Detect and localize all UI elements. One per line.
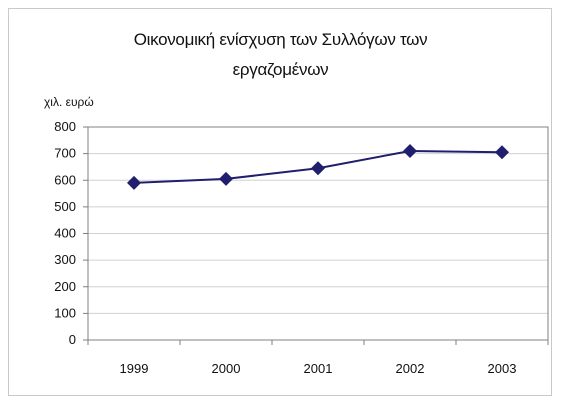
x-tick-label-2002: 2002 bbox=[396, 361, 425, 376]
data-point-2001 bbox=[311, 161, 325, 176]
y-tick-label-100: 100 bbox=[54, 305, 76, 320]
x-tick-label-2000: 2000 bbox=[212, 361, 241, 376]
x-tick-label-1999: 1999 bbox=[120, 361, 149, 376]
data-point-2000 bbox=[219, 171, 233, 186]
y-tick-label-0: 0 bbox=[69, 332, 76, 347]
y-axis-unit-label: χιλ. ευρώ bbox=[44, 95, 94, 109]
y-tick-label-200: 200 bbox=[54, 279, 76, 294]
x-tick-label-2001: 2001 bbox=[304, 361, 333, 376]
data-point-2002 bbox=[403, 143, 417, 158]
y-tick-label-300: 300 bbox=[54, 252, 76, 267]
y-tick-label-400: 400 bbox=[54, 226, 76, 241]
chart-title-line-1: Οικονομική ενίσχυση των Συλλόγων των bbox=[133, 30, 428, 49]
chart-frame bbox=[8, 8, 552, 396]
y-tick-label-700: 700 bbox=[54, 146, 76, 161]
chart-title-line-2: εργαζομένων bbox=[232, 60, 329, 79]
data-point-2003 bbox=[495, 145, 509, 160]
y-tick-label-500: 500 bbox=[54, 199, 76, 214]
y-tick-label-800: 800 bbox=[54, 119, 76, 134]
data-point-1999 bbox=[127, 175, 141, 190]
y-tick-label-600: 600 bbox=[54, 172, 76, 187]
x-tick-label-2003: 2003 bbox=[488, 361, 517, 376]
